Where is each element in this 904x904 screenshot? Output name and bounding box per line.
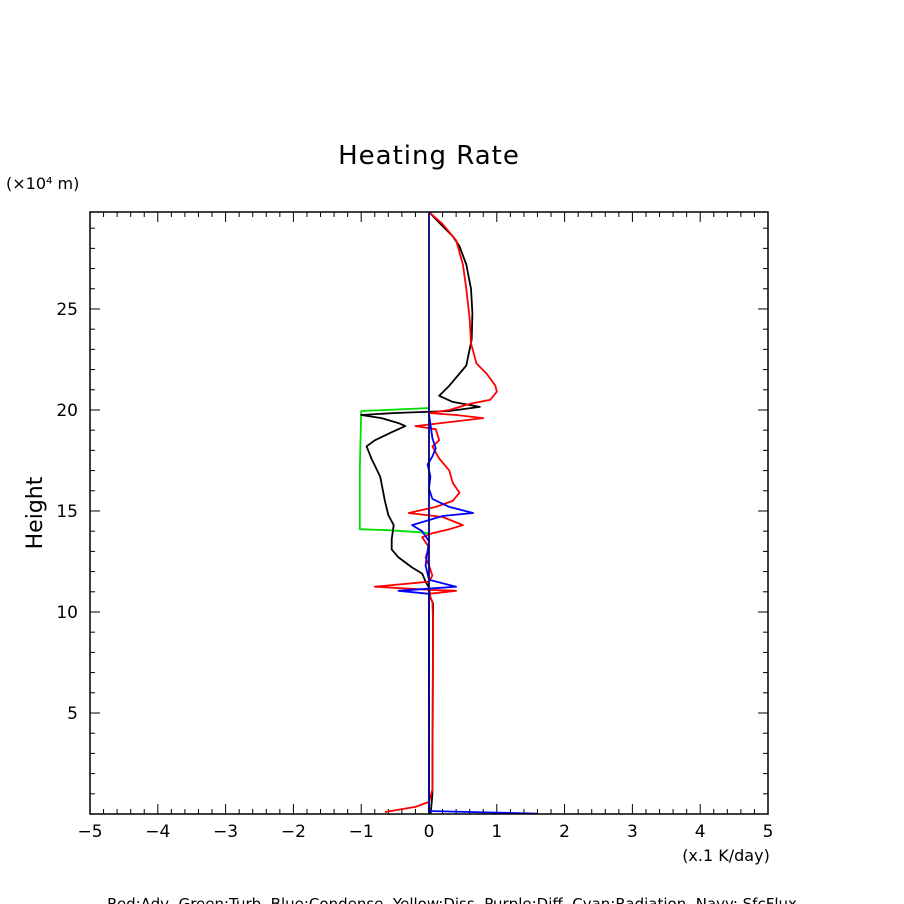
x-tick-label: 1	[491, 822, 502, 842]
x-tick-label: −5	[77, 822, 102, 842]
plot-frame	[89, 211, 769, 815]
series-red-adv	[373, 211, 498, 813]
x-tick-label: 5	[763, 822, 774, 842]
series-blue-condense	[397, 413, 538, 815]
x-tick-label: 2	[559, 822, 570, 842]
x-tick-label: 0	[424, 822, 435, 842]
y-tick-label: 10	[56, 603, 78, 623]
series-black	[360, 211, 481, 815]
x-tick-label: −4	[145, 822, 170, 842]
y-axis-units: (×10⁴ m)	[6, 174, 79, 193]
legend-text: Red:Adv, Green:Turb, Blue:Condense, Yell…	[107, 895, 797, 904]
x-axis-label: (x.1 K/day)	[682, 846, 770, 865]
chart-title: Heating Rate	[338, 141, 520, 171]
y-tick-label: 25	[56, 300, 78, 320]
y-tick-label: 20	[56, 401, 78, 421]
x-tick-label: 3	[627, 822, 638, 842]
y-tick-label: 15	[56, 502, 78, 522]
x-tick-label: −2	[281, 822, 306, 842]
x-tick-label: −3	[213, 822, 238, 842]
x-tick-label: −1	[349, 822, 374, 842]
y-axis-label: Height	[23, 476, 48, 549]
series-green-turb	[358, 407, 430, 535]
y-tick-label: 5	[67, 704, 78, 724]
axis-ticks: −5 −4 −3 −2 −1 0 1 2 3 4 5 5 10 15 20 25	[56, 212, 773, 842]
x-tick-label: 4	[695, 822, 706, 842]
data-series	[358, 211, 538, 815]
